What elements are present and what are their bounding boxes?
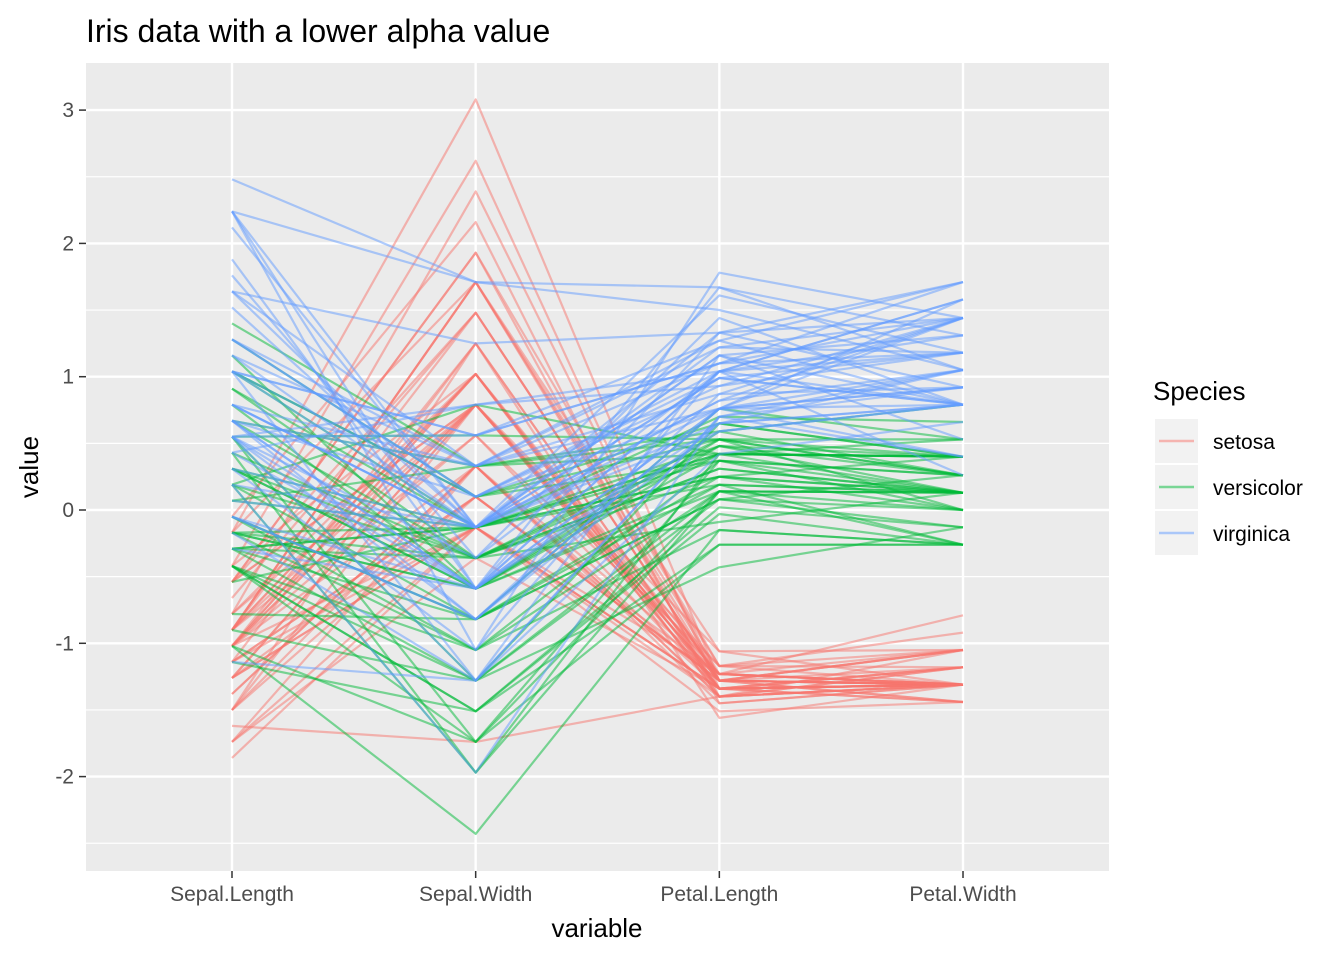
- series-line: [231, 281, 964, 669]
- series-line: [231, 290, 964, 468]
- legend-label: versicolor: [1213, 477, 1303, 500]
- series-line: [231, 415, 964, 774]
- series-line: [231, 342, 964, 704]
- legend-title: Species: [1153, 376, 1246, 406]
- series-line: [231, 316, 964, 498]
- y-tick-label: -2: [55, 766, 74, 789]
- x-tick-label: Sepal.Width: [419, 883, 532, 906]
- series-line: [231, 434, 964, 690]
- y-tick-label: 1: [62, 366, 74, 389]
- y-tick-label: -1: [55, 632, 74, 655]
- series-line: [231, 526, 964, 759]
- series-line: [231, 528, 964, 652]
- series-line: [231, 372, 964, 676]
- series-line: [231, 403, 964, 529]
- series-line: [231, 281, 964, 437]
- legend-entry-setosa: setosa: [1155, 419, 1275, 463]
- legend-entry-virginica: virginica: [1155, 511, 1290, 555]
- series-line: [231, 452, 964, 584]
- legend-label: virginica: [1213, 523, 1290, 546]
- series-line: [231, 178, 964, 372]
- series-line: [231, 210, 964, 337]
- series-line: [231, 210, 964, 529]
- x-tick-label: Sepal.Length: [170, 883, 294, 906]
- series-line: [231, 354, 964, 682]
- y-axis-title: value: [14, 436, 44, 498]
- series-line: [231, 475, 964, 534]
- legend: Species setosa versicolor virginica: [1153, 376, 1303, 555]
- x-tick-label: Petal.Length: [660, 883, 778, 906]
- y-tick-label: 0: [62, 499, 74, 522]
- chart-title: Iris data with a lower alpha value: [86, 13, 550, 49]
- series-line: [231, 526, 964, 682]
- x-tick-label: Petal.Width: [909, 883, 1016, 906]
- legend-label: setosa: [1213, 431, 1275, 454]
- series-line: [231, 543, 963, 744]
- series-line: [231, 403, 964, 529]
- series-virginica: [231, 178, 964, 774]
- series-line: [231, 512, 964, 713]
- series-line: [231, 386, 964, 621]
- legend-entries: setosa versicolor virginica: [1155, 419, 1303, 555]
- legend-entry-versicolor: versicolor: [1155, 465, 1303, 509]
- series-line: [231, 420, 964, 682]
- series-line: [231, 386, 964, 682]
- series-line: [231, 281, 964, 345]
- series-line: [231, 316, 964, 454]
- series-line: [231, 407, 964, 590]
- y-axis: -2 -1 0 1 2 3: [55, 99, 86, 789]
- series-line: [231, 490, 964, 682]
- y-tick-label: 3: [62, 99, 74, 122]
- series-line: [231, 403, 964, 529]
- series-line: [231, 311, 964, 686]
- series-line: [231, 376, 964, 498]
- y-tick-label: 2: [62, 232, 74, 255]
- series-line: [231, 368, 964, 529]
- x-axis-title: variable: [551, 913, 642, 943]
- series-line: [231, 464, 964, 743]
- series-lines: [231, 98, 964, 836]
- series-line: [231, 298, 964, 498]
- x-axis: Sepal.Length Sepal.Width Petal.Length Petal…: [170, 871, 1017, 906]
- series-line: [231, 436, 964, 744]
- series-line: [231, 316, 964, 468]
